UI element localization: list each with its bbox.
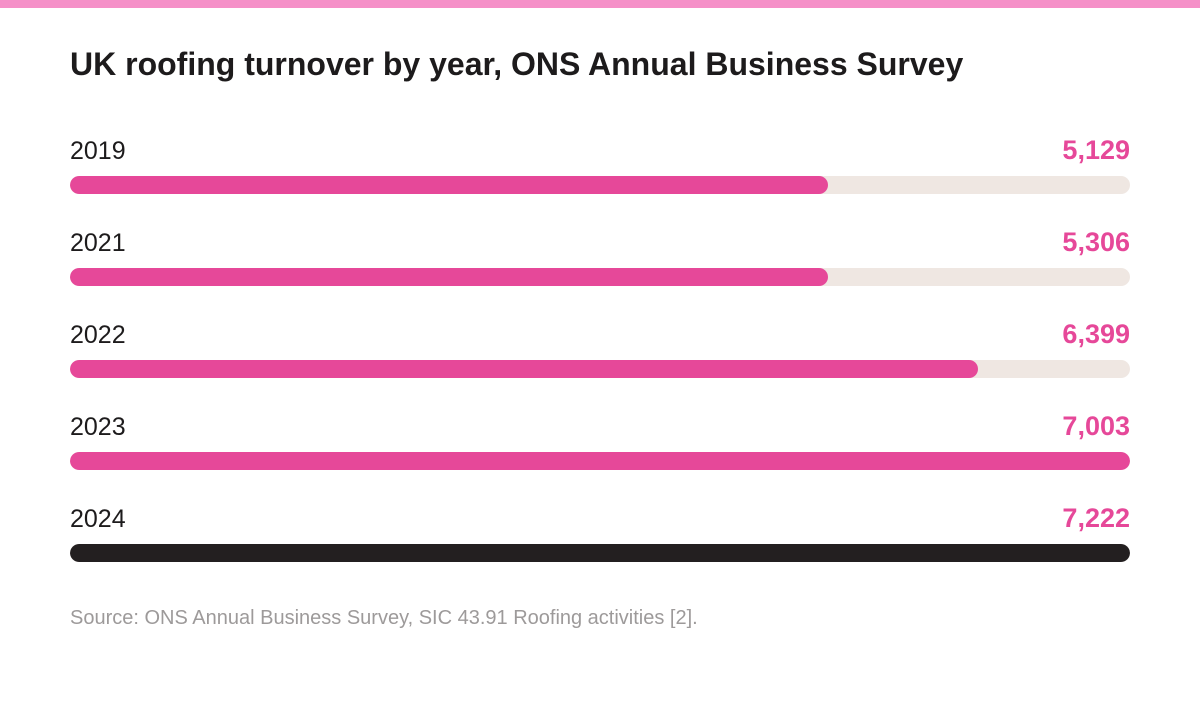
- bar-row-2024: 2024 7,222: [70, 502, 1130, 594]
- bar-row-2021: 2021 5,306: [70, 226, 1130, 318]
- bar-fill: [70, 544, 1130, 562]
- category-label: 2019: [70, 137, 126, 165]
- bar-fill: [70, 452, 1130, 470]
- bar-row-2022: 2022 6,399: [70, 318, 1130, 410]
- chart-title: UK roofing turnover by year, ONS Annual …: [70, 46, 964, 82]
- bar-fill: [70, 176, 828, 194]
- bar-track: [70, 176, 1130, 194]
- bar-track: [70, 452, 1130, 470]
- bar-track: [70, 544, 1130, 562]
- category-label: 2023: [70, 413, 126, 441]
- category-label: 2022: [70, 321, 126, 349]
- bar-row-2023: 2023 7,003: [70, 410, 1130, 502]
- value-label: 5,306: [1062, 227, 1130, 257]
- bar-fill: [70, 268, 828, 286]
- source-note: Source: ONS Annual Business Survey, SIC …: [70, 607, 698, 629]
- bar-track: [70, 360, 1130, 378]
- bar-track: [70, 268, 1130, 286]
- category-label: 2021: [70, 229, 126, 257]
- value-label: 7,003: [1062, 411, 1130, 441]
- top-accent-stripe: [0, 0, 1200, 8]
- value-label: 7,222: [1062, 503, 1130, 533]
- value-label: 6,399: [1062, 319, 1130, 349]
- value-label: 5,129: [1062, 135, 1130, 165]
- bar-chart: 2019 5,129 2021 5,306 2022 6,399 2023 7,003 2024…: [70, 134, 1130, 594]
- category-label: 2024: [70, 505, 126, 533]
- bar-fill: [70, 360, 978, 378]
- bar-row-2019: 2019 5,129: [70, 134, 1130, 226]
